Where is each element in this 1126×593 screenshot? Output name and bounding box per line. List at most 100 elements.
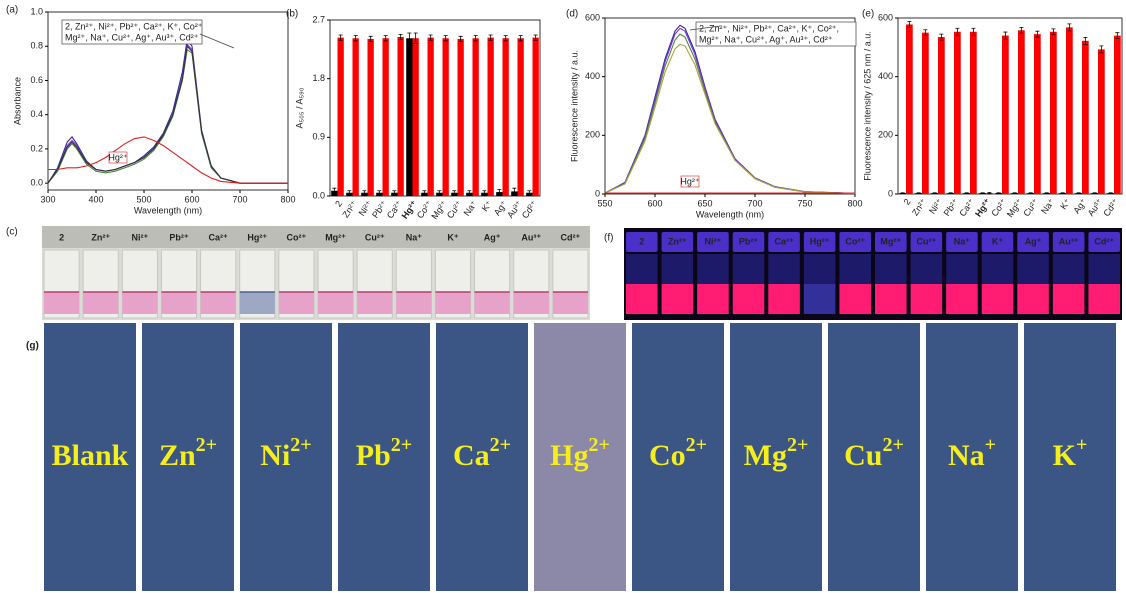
- bar: [458, 39, 464, 196]
- bar: [1050, 32, 1057, 194]
- strip-charge: 2+: [490, 434, 511, 456]
- bar: [533, 38, 539, 196]
- x-tick-label: Au³⁺: [1086, 197, 1105, 218]
- y-tick-label: 0.2: [30, 143, 43, 153]
- y-tick-label: 200: [878, 130, 893, 140]
- x-tick-label: 600: [647, 198, 662, 208]
- vial: [768, 254, 800, 284]
- error-bar: [997, 193, 1001, 194]
- vial: [697, 254, 729, 284]
- vial-liquid: [839, 284, 871, 314]
- vial-liquid: [982, 284, 1014, 314]
- error-bar: [981, 193, 985, 194]
- vial-liquid: [768, 284, 800, 314]
- vial-liquid: [1053, 284, 1085, 314]
- strip-charge: 2+: [391, 434, 412, 456]
- bar: [443, 38, 449, 196]
- vial-liquid: [1088, 284, 1120, 314]
- vial-liquid: [44, 292, 79, 314]
- panel-label: (f): [604, 233, 613, 244]
- x-tick-label: Ca²⁺: [957, 197, 976, 219]
- annotation: 2, Zn²⁺, Ni²⁺, Pb²⁺, Ca²⁺, K⁺, Co²⁺: [65, 21, 203, 31]
- x-tick-label: Zn²⁺: [340, 199, 359, 220]
- bar: [398, 37, 404, 196]
- vial-label: 2: [639, 236, 644, 246]
- panel-label: (e): [862, 9, 874, 20]
- bar: [906, 24, 913, 194]
- bar: [353, 38, 359, 196]
- error-bar: [1109, 193, 1113, 194]
- vial-label: Ag⁺: [484, 232, 501, 242]
- strip-ion: Blank: [52, 439, 129, 472]
- y-axis-label: Fluorescence intensity / a.u.: [569, 50, 579, 162]
- line-series: [48, 50, 288, 184]
- vial-label: Ag⁺: [1025, 236, 1042, 246]
- error-bar: [1061, 193, 1065, 194]
- vial-liquid: [911, 284, 943, 314]
- y-tick-label: 600: [585, 12, 600, 22]
- error-bar: [901, 193, 905, 194]
- x-tick-label: 300: [40, 194, 55, 204]
- vial-label: Na⁺: [406, 232, 423, 242]
- vial-label: Hg²⁺: [810, 236, 830, 246]
- vial-label: Hg²⁺: [247, 232, 267, 242]
- strip-ion: Hg: [550, 439, 588, 472]
- strip-charge: +: [985, 434, 996, 456]
- vial-liquid: [697, 284, 729, 314]
- y-tick-label: 2.7: [312, 14, 325, 24]
- x-tick-label: Cd²⁺: [1101, 197, 1120, 219]
- strip-charge: +: [1076, 434, 1087, 456]
- vial-label: Au³⁺: [1059, 236, 1079, 246]
- x-tick-label: 650: [697, 198, 712, 208]
- vial-liquid: [122, 292, 157, 314]
- vial-label: Pb²⁺: [169, 232, 188, 242]
- vial-label: K⁺: [992, 236, 1003, 246]
- bar: [338, 38, 344, 196]
- vial-liquid: [279, 292, 314, 314]
- y-axis-label: A₅₀₅ / A₅₉₀: [294, 87, 304, 128]
- panel-label: (c): [6, 227, 18, 238]
- vial: [626, 254, 658, 284]
- y-tick-label: 200: [585, 130, 600, 140]
- y-tick-label: 0: [595, 188, 600, 198]
- x-tick-label: Cu²⁺: [1021, 197, 1040, 219]
- panel-label: (a): [6, 5, 18, 16]
- error-bar: [1077, 193, 1081, 194]
- bar: [1082, 41, 1089, 194]
- vial-liquid: [1017, 284, 1049, 314]
- vial-label: Ca²⁺: [209, 232, 229, 242]
- y-tick-label: 1.8: [312, 73, 325, 83]
- x-tick-label: Na⁺: [1039, 197, 1057, 216]
- bar: [1098, 49, 1105, 194]
- vial-label: 2: [59, 232, 64, 242]
- y-tick-label: 0.0: [30, 178, 43, 188]
- y-tick-label: 0: [888, 188, 893, 198]
- bar: [383, 38, 389, 196]
- strip-charge: 2+: [196, 434, 217, 456]
- vial-label: K⁺: [447, 232, 458, 242]
- vial: [1088, 254, 1120, 284]
- annotation-arrow: [200, 34, 234, 48]
- error-bar: [1093, 193, 1097, 194]
- vial-label: Co²⁺: [845, 236, 865, 246]
- bar: [413, 38, 419, 196]
- line-series: [605, 25, 855, 193]
- y-tick-label: 400: [585, 71, 600, 81]
- error-bar: [933, 193, 937, 194]
- error-bar: [949, 193, 953, 194]
- chart: (d)0200400600Fluorescence intensity / a.…: [566, 9, 863, 220]
- bar: [1066, 27, 1073, 194]
- photo-band: [42, 226, 590, 248]
- strip-ion: Ni: [260, 439, 290, 472]
- vial: [733, 254, 765, 284]
- line-series: [48, 46, 288, 183]
- x-axis-label: Wavelength (nm): [134, 205, 202, 215]
- strip-label: Blank: [52, 439, 129, 472]
- x-tick-label: Hg²⁺: [400, 199, 420, 221]
- vial-liquid: [553, 292, 588, 314]
- vial-liquid: [733, 284, 765, 314]
- x-tick-label: 700: [232, 194, 247, 204]
- vial-label: Mg²⁺: [880, 236, 901, 246]
